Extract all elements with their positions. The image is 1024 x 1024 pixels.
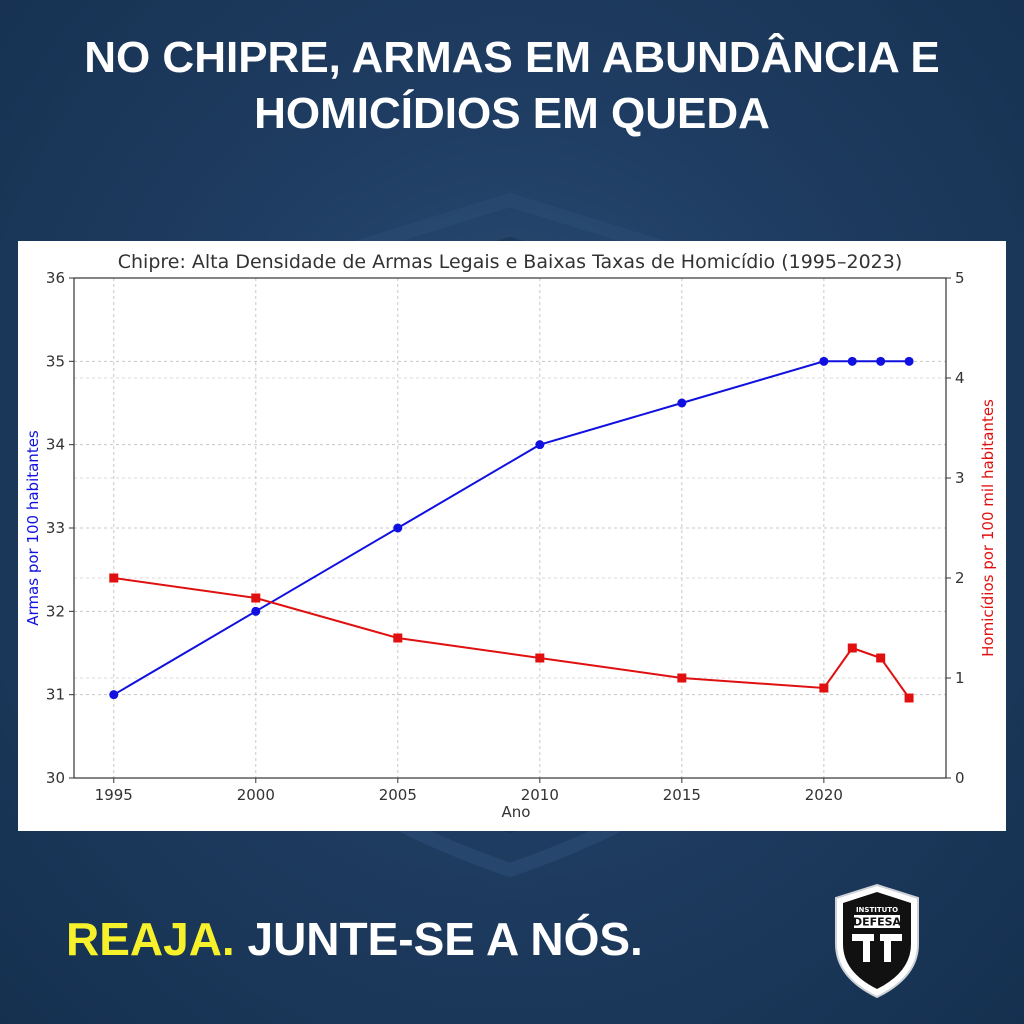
- badge-top-text: INSTITUTO: [856, 906, 898, 914]
- plot-frame: [73, 277, 947, 779]
- chart-series: [109, 356, 914, 703]
- data-point-guns: [393, 523, 403, 533]
- data-point-homicides: [251, 593, 261, 603]
- x-tick-label: 1995: [95, 786, 133, 804]
- data-point-homicides: [904, 693, 914, 703]
- chart-panel: 1995 2000 2005 2010 2015 2020 30 31 32 33 34 35 36 0 1…: [18, 241, 1006, 831]
- data-point-guns: [535, 440, 545, 450]
- x-axis-label: Ano: [502, 803, 531, 821]
- headline: NO CHIPRE, ARMAS EM ABUNDÂNCIA E HOMICÍD…: [0, 30, 1024, 142]
- y-right-tick-label: 5: [955, 269, 965, 287]
- y-left-tick-label: 30: [46, 769, 65, 787]
- chart: 1995 2000 2005 2010 2015 20203031323334353601…: [24, 251, 997, 821]
- pistols-icon: [852, 934, 902, 962]
- data-point-guns: [251, 606, 261, 616]
- x-tick-label: 2005: [379, 786, 417, 804]
- y-left-tick-label: 32: [46, 602, 65, 620]
- data-point-homicides: [876, 653, 886, 663]
- headline-line-1: NO CHIPRE, ARMAS EM ABUNDÂNCIA E: [84, 33, 940, 82]
- x-tick-label: 2010: [521, 786, 559, 804]
- series-line-homicides: [113, 577, 910, 699]
- cta-text: JUNTE-SE A NÓS.: [234, 913, 643, 965]
- cta-highlight: REAJA.: [66, 913, 235, 965]
- data-point-guns: [847, 356, 857, 366]
- y-left-tick-label: 35: [46, 352, 65, 370]
- data-point-homicides: [677, 673, 687, 683]
- y-right-tick-label: 3: [955, 469, 965, 487]
- data-point-homicides: [535, 653, 545, 663]
- headline-line-2: HOMICÍDIOS EM QUEDA: [254, 89, 770, 138]
- data-point-guns: [904, 356, 914, 366]
- y-right-tick-label: 0: [955, 769, 965, 787]
- instituto-defesa-logo: INSTITUTO DEFESA: [835, 883, 919, 999]
- chart-grid: [74, 277, 946, 779]
- chart-axes: 1995 2000 2005 2010 2015 20203031323334353601…: [46, 269, 965, 804]
- y-left-tick-label: 31: [46, 686, 65, 704]
- y-left-tick-label: 36: [46, 269, 65, 287]
- data-point-guns: [677, 398, 687, 408]
- y-left-tick-label: 34: [46, 436, 65, 454]
- data-point-guns: [876, 356, 886, 366]
- data-point-guns: [109, 690, 119, 700]
- y-left-axis-label: Armas por 100 habitantes: [24, 430, 42, 626]
- data-point-guns: [819, 356, 829, 366]
- data-point-homicides: [819, 683, 829, 693]
- data-point-homicides: [109, 573, 119, 583]
- x-tick-label: 2015: [663, 786, 701, 804]
- chart-title: Chipre: Alta Densidade de Armas Legais e…: [118, 251, 903, 273]
- y-right-tick-label: 4: [955, 369, 965, 387]
- y-right-tick-label: 1: [955, 669, 965, 687]
- y-left-tick-label: 33: [46, 519, 65, 537]
- data-point-homicides: [393, 633, 403, 643]
- call-to-action: REAJA. JUNTE-SE A NÓS.: [66, 912, 643, 966]
- x-tick-label: 2020: [805, 786, 843, 804]
- y-right-axis-label: Homicídios por 100 mil habitantes: [979, 399, 997, 657]
- data-point-homicides: [847, 643, 857, 653]
- badge-name: DEFESA: [853, 916, 902, 929]
- y-right-tick-label: 2: [955, 569, 965, 587]
- x-tick-label: 2000: [237, 786, 275, 804]
